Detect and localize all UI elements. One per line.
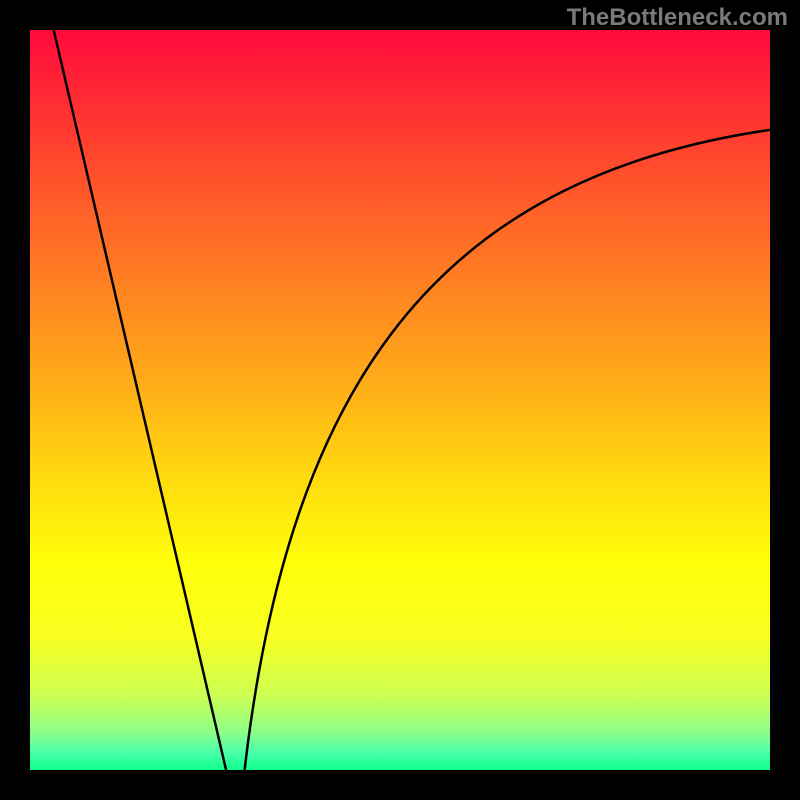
curve-left-branch bbox=[54, 30, 226, 770]
curve-right-branch bbox=[245, 130, 770, 770]
chart-frame: TheBottleneck.com bbox=[0, 0, 800, 800]
plot-area bbox=[30, 30, 770, 770]
watermark-text: TheBottleneck.com bbox=[567, 4, 788, 32]
bottleneck-curve bbox=[30, 30, 770, 770]
